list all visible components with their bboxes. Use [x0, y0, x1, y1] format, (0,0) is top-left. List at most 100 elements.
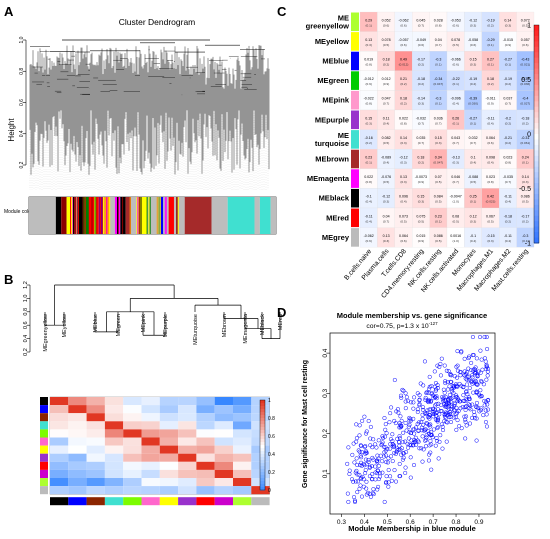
legend-tick-label: 0.5 [521, 77, 531, 84]
scatter-point [472, 366, 477, 372]
legend-gradient-step [260, 439, 265, 443]
adjacency-cell [141, 445, 160, 454]
correlation-value: 0.043 [451, 136, 460, 140]
scatter-point [367, 464, 372, 469]
module-color-swatch [351, 32, 359, 51]
legend-gradient-step [260, 454, 265, 458]
scatter-point [354, 422, 359, 427]
correlation-pvalue: (0.7) [435, 43, 441, 47]
adjacency-cell [196, 445, 215, 454]
scatter-point [432, 369, 437, 374]
scatter-point [370, 445, 375, 450]
correlation-pvalue: (0.7) [505, 102, 511, 106]
eigengene-leaf-label: MEyellow [62, 314, 68, 338]
correlation-pvalue: (0.6) [366, 239, 372, 243]
scatter-point [434, 438, 439, 443]
scatter-point [484, 377, 489, 382]
scatter-point [357, 472, 362, 477]
scatter-point [470, 375, 475, 380]
correlation-value: -0.088 [468, 175, 478, 179]
scatter-point [464, 389, 469, 394]
adjacency-cell [178, 413, 197, 422]
scatter-point [443, 381, 448, 386]
correlation-value: 0.27 [487, 58, 494, 62]
adjacency-cell [104, 413, 124, 422]
correlation-pvalue: (0.2) [418, 82, 424, 86]
scatter-point [417, 446, 422, 451]
panel-d-subtitle: cor=0.75, p=1.3 x 10-127 [366, 321, 438, 330]
module-color-bar [28, 196, 277, 235]
scatter-point [444, 411, 449, 416]
adjacency-cell [214, 453, 233, 462]
adjacency-cell [178, 486, 197, 495]
correlation-pvalue: (0.3) [383, 239, 389, 243]
scatter-point [467, 405, 472, 411]
adjacency-cell [159, 486, 179, 495]
panel-a-tick-label: 0.8 [19, 68, 25, 75]
adjacency-cell [68, 429, 87, 438]
scatter-point [448, 419, 454, 425]
correlation-pvalue: (0.2) [522, 121, 528, 125]
scatter-point [462, 356, 467, 361]
legend-gradient-step [534, 232, 539, 239]
scatter-point [457, 424, 462, 429]
scatter-point [346, 499, 351, 504]
module-side-swatch [40, 405, 48, 414]
correlation-pvalue: (0.9) [418, 180, 424, 184]
correlation-value: 0.086 [521, 195, 530, 199]
adjacency-cell [123, 453, 142, 462]
correlation-value: -0.15 [486, 234, 494, 238]
scatter-point [442, 390, 447, 395]
correlation-pvalue: (0.5) [522, 200, 528, 204]
scatter-point [441, 387, 446, 392]
scatter-point [442, 404, 447, 409]
correlation-value: 0.067 [486, 214, 495, 218]
adjacency-cell [50, 405, 69, 414]
adjacency-cell [50, 486, 69, 495]
scatter-point [376, 484, 381, 489]
adjacency-cell [141, 461, 160, 470]
scatter-point [483, 420, 489, 425]
scatter-point [428, 424, 433, 429]
scatter-point [400, 457, 405, 462]
scatter-point [374, 445, 379, 450]
module-bottom-swatch [86, 497, 105, 506]
correlation-pvalue: (0.9) [487, 102, 493, 106]
module-color-stripe [176, 197, 178, 234]
scatter-point [376, 463, 381, 468]
scatter-point [447, 400, 452, 405]
eigengene-leaf-label: MEgreen [116, 314, 122, 336]
module-color-swatch [351, 12, 359, 32]
adjacency-cell [68, 486, 87, 495]
adjacency-cell [159, 413, 179, 422]
module-color-segment [147, 197, 158, 234]
adjacency-cell [104, 437, 124, 446]
scatter-point [367, 465, 372, 470]
correlation-pvalue: (0.1) [453, 121, 459, 125]
correlation-pvalue: (0.5) [435, 239, 441, 243]
correlation-value: -0.058 [468, 38, 478, 42]
scatter-point [434, 394, 439, 399]
correlation-value: 0.012 [382, 77, 391, 81]
correlation-value: 0.023 [486, 175, 495, 179]
scatter-point [384, 431, 389, 436]
scatter-point [435, 425, 441, 430]
adjacency-cell [233, 405, 252, 414]
scatter-point [364, 486, 369, 491]
scatter-point [473, 404, 479, 409]
panel-c-color-legend: 1 0.5 0 -0.5 -1 [519, 23, 540, 248]
correlation-value: 0.073 [399, 214, 408, 218]
scatter-point [478, 378, 484, 384]
module-color-stripe [164, 197, 166, 234]
scatter-point [356, 448, 361, 453]
scatter-point [408, 455, 413, 460]
scatter-point [468, 403, 473, 408]
correlation-value: -0.0073 [415, 175, 427, 179]
correlation-value: -0.17 [521, 214, 529, 218]
scatter-point [425, 408, 430, 413]
correlation-value: -0.37 [521, 77, 529, 81]
scatter-point [354, 468, 359, 473]
legend-gradient-step [260, 484, 265, 488]
correlation-value: 0.26 [452, 116, 459, 120]
